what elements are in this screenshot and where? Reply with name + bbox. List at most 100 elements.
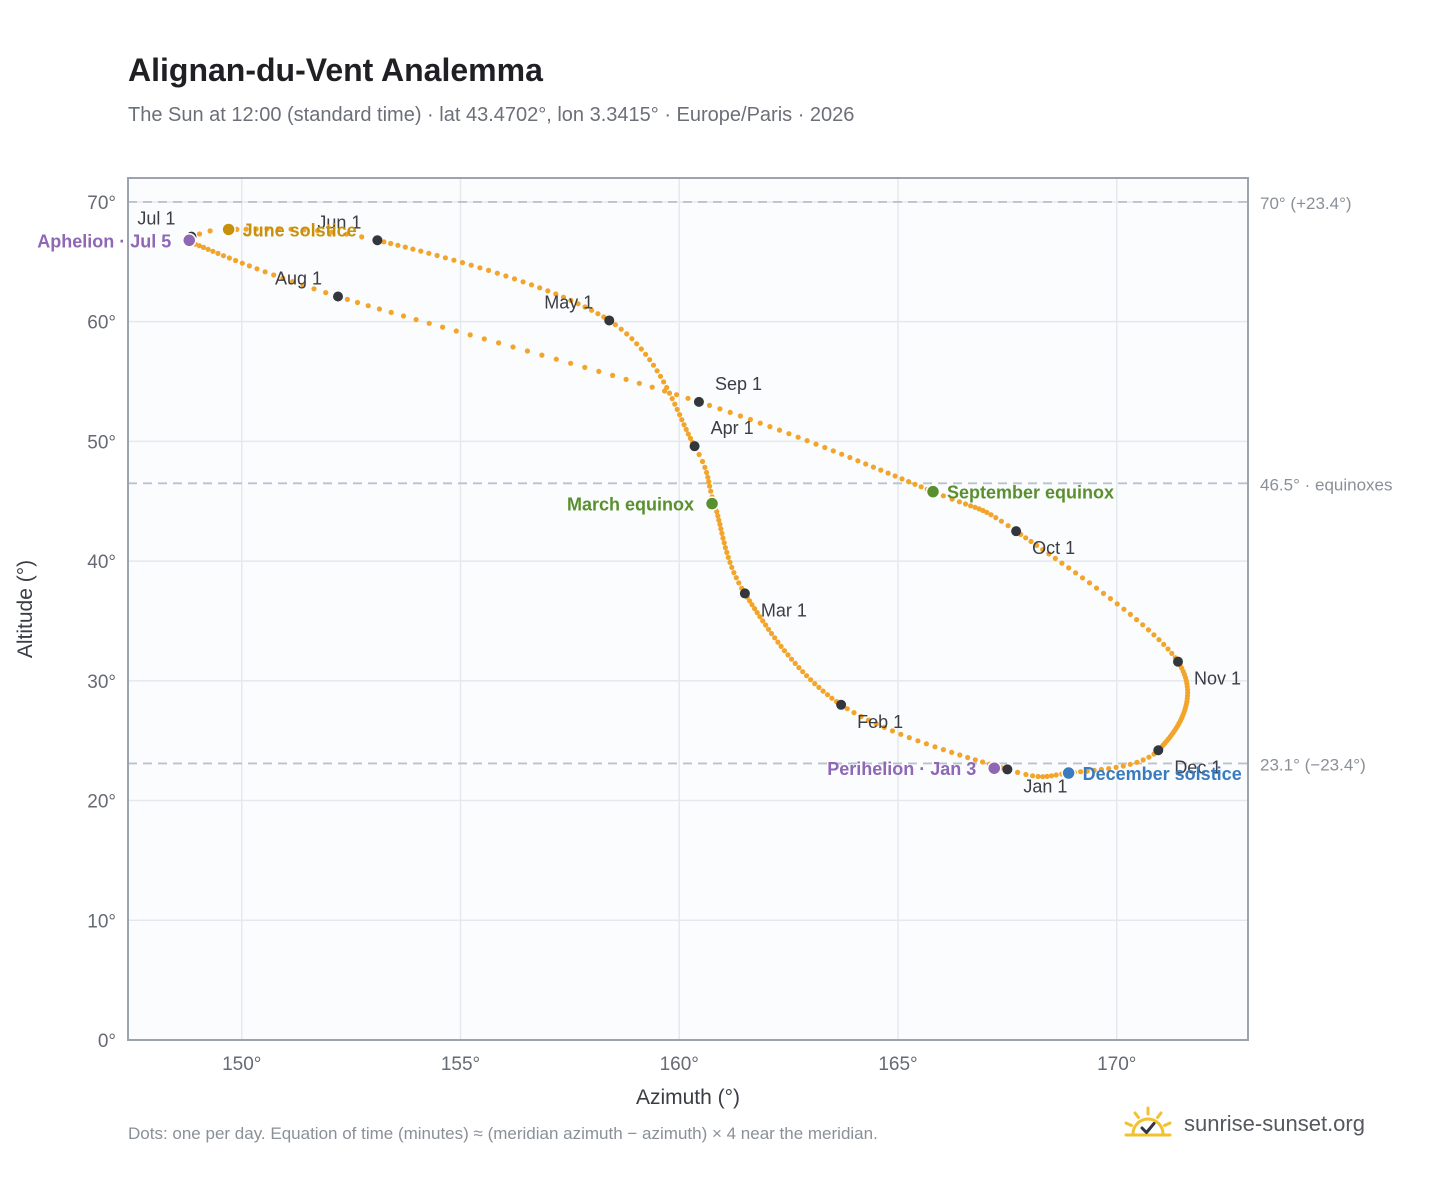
day-dot-111 bbox=[560, 294, 567, 300]
axis-tick-labels: 150° 155° 160° 165° 170° 0° 10° 20° 30° 40° 50° 60°… bbox=[87, 193, 1136, 1075]
day-dot-137 bbox=[329, 229, 335, 235]
day-dot-258 bbox=[1121, 606, 1127, 612]
brand-name[interactable]: sunrise-sunset.org bbox=[1184, 1111, 1365, 1136]
day-dot-306 bbox=[1140, 757, 1146, 763]
day-dot-153 bbox=[196, 243, 202, 249]
day-dot-46 bbox=[752, 606, 758, 612]
day-dot-132 bbox=[388, 240, 394, 247]
day-dot-10 bbox=[932, 744, 938, 750]
day-dot-314 bbox=[1084, 768, 1090, 774]
day-dot-315 bbox=[1078, 769, 1084, 775]
day-dot-162 bbox=[246, 263, 252, 269]
day-dot-30 bbox=[804, 673, 810, 679]
y-tick-label-30: 30° bbox=[87, 672, 116, 693]
day-dot-66 bbox=[715, 513, 721, 519]
day-dot-312 bbox=[1098, 766, 1104, 773]
day-dot-168 bbox=[300, 282, 306, 288]
day-dot-126 bbox=[434, 252, 440, 259]
day-dot-44 bbox=[757, 614, 763, 620]
day-dot-54 bbox=[731, 570, 737, 576]
y-tick-label-40: 40° bbox=[87, 552, 116, 573]
day-dot-255 bbox=[1100, 590, 1107, 597]
y-tick-label-10: 10° bbox=[87, 911, 116, 932]
day-dot-219 bbox=[878, 467, 884, 473]
day-dot-232 bbox=[968, 503, 974, 509]
day-dot-253 bbox=[1086, 580, 1093, 586]
brand-logo[interactable]: sunrise-sunset.org bbox=[1120, 1104, 1365, 1144]
month-label-jan-1: Jan 1 bbox=[1023, 776, 1067, 796]
day-dot-325 bbox=[1023, 771, 1029, 778]
day-dot-56 bbox=[727, 559, 733, 566]
day-dot-95 bbox=[650, 362, 657, 368]
day-dot-310 bbox=[1113, 764, 1119, 771]
y-tick-label-70: 70° bbox=[87, 193, 116, 214]
day-dot-238 bbox=[993, 515, 999, 521]
day-dot-139 bbox=[301, 227, 307, 233]
day-dot-173 bbox=[354, 299, 361, 306]
day-dot-201 bbox=[717, 406, 723, 412]
day-dot-26 bbox=[820, 688, 826, 694]
day-dot-86 bbox=[677, 412, 683, 418]
day-dot-165 bbox=[271, 272, 277, 278]
day-dot-235 bbox=[980, 507, 986, 514]
day-dot-77 bbox=[699, 458, 706, 465]
day-dot-34 bbox=[788, 656, 795, 662]
day-dot-20 bbox=[851, 710, 857, 716]
day-dot-103 bbox=[612, 322, 619, 328]
day-dot-63 bbox=[718, 526, 724, 532]
x-tick-label-165: 165° bbox=[878, 1054, 917, 1075]
day-dot-174 bbox=[365, 303, 371, 309]
reference-lines: 70° (+23.4°) 46.5° · equinoxes 23.1° (−23.… bbox=[128, 194, 1393, 774]
day-dot-197 bbox=[674, 392, 680, 398]
day-dot-108 bbox=[582, 304, 588, 310]
day-dot-181 bbox=[453, 328, 459, 334]
day-dot-191 bbox=[596, 368, 602, 374]
chart-title: Alignan-du-Vent Analemma bbox=[128, 52, 543, 88]
day-dot-75 bbox=[704, 469, 710, 476]
x-tick-label-170: 170° bbox=[1097, 1054, 1136, 1075]
month-marker-may-1 bbox=[604, 315, 615, 326]
day-dot-218 bbox=[870, 464, 877, 470]
day-dot-24 bbox=[829, 695, 835, 701]
day-dot-156 bbox=[210, 248, 216, 254]
day-dot-14 bbox=[898, 731, 904, 737]
day-dot-170 bbox=[323, 290, 329, 296]
day-dot-117 bbox=[511, 276, 518, 282]
y-tick-label-50: 50° bbox=[87, 432, 116, 453]
day-dot-164 bbox=[262, 269, 268, 275]
month-marker-nov-1 bbox=[1173, 656, 1183, 667]
day-dot-16 bbox=[881, 724, 887, 731]
day-dot-266 bbox=[1165, 646, 1171, 652]
day-dot-249 bbox=[1059, 560, 1065, 566]
event-markers: March equinox September equinox June solst… bbox=[37, 220, 1241, 784]
day-dot-93 bbox=[657, 373, 664, 379]
day-dot-148 bbox=[196, 231, 203, 237]
event-marker-perihelion-jan-3 bbox=[987, 760, 1002, 776]
day-dot-322 bbox=[1040, 774, 1046, 780]
day-dot-224 bbox=[912, 481, 918, 487]
event-label-september-equinox: September equinox bbox=[947, 483, 1114, 503]
day-dot-119 bbox=[494, 270, 500, 276]
day-dot-166 bbox=[280, 275, 286, 281]
day-dot-228 bbox=[940, 493, 947, 499]
y-tick-label-60: 60° bbox=[87, 313, 116, 334]
day-dot-225 bbox=[918, 484, 924, 490]
day-dot-102 bbox=[618, 326, 624, 332]
day-dot-321 bbox=[1044, 773, 1050, 780]
day-dot-210 bbox=[804, 438, 810, 444]
day-dot-267 bbox=[1169, 650, 1175, 657]
day-dot-78 bbox=[696, 451, 702, 458]
day-dot-59 bbox=[722, 545, 729, 551]
day-dot-188 bbox=[553, 356, 559, 362]
y-tick-label-20: 20° bbox=[87, 792, 116, 813]
day-dot-177 bbox=[400, 313, 407, 319]
day-dot-142 bbox=[264, 226, 270, 232]
month-label-may-1: May 1 bbox=[544, 292, 593, 312]
day-dot-217 bbox=[863, 461, 869, 467]
day-dot-260 bbox=[1134, 617, 1140, 623]
day-dot-135 bbox=[359, 234, 365, 240]
day-dot-178 bbox=[413, 317, 419, 323]
day-dot-116 bbox=[520, 279, 526, 285]
day-dot-183 bbox=[481, 336, 487, 342]
day-dot-138 bbox=[315, 228, 321, 234]
